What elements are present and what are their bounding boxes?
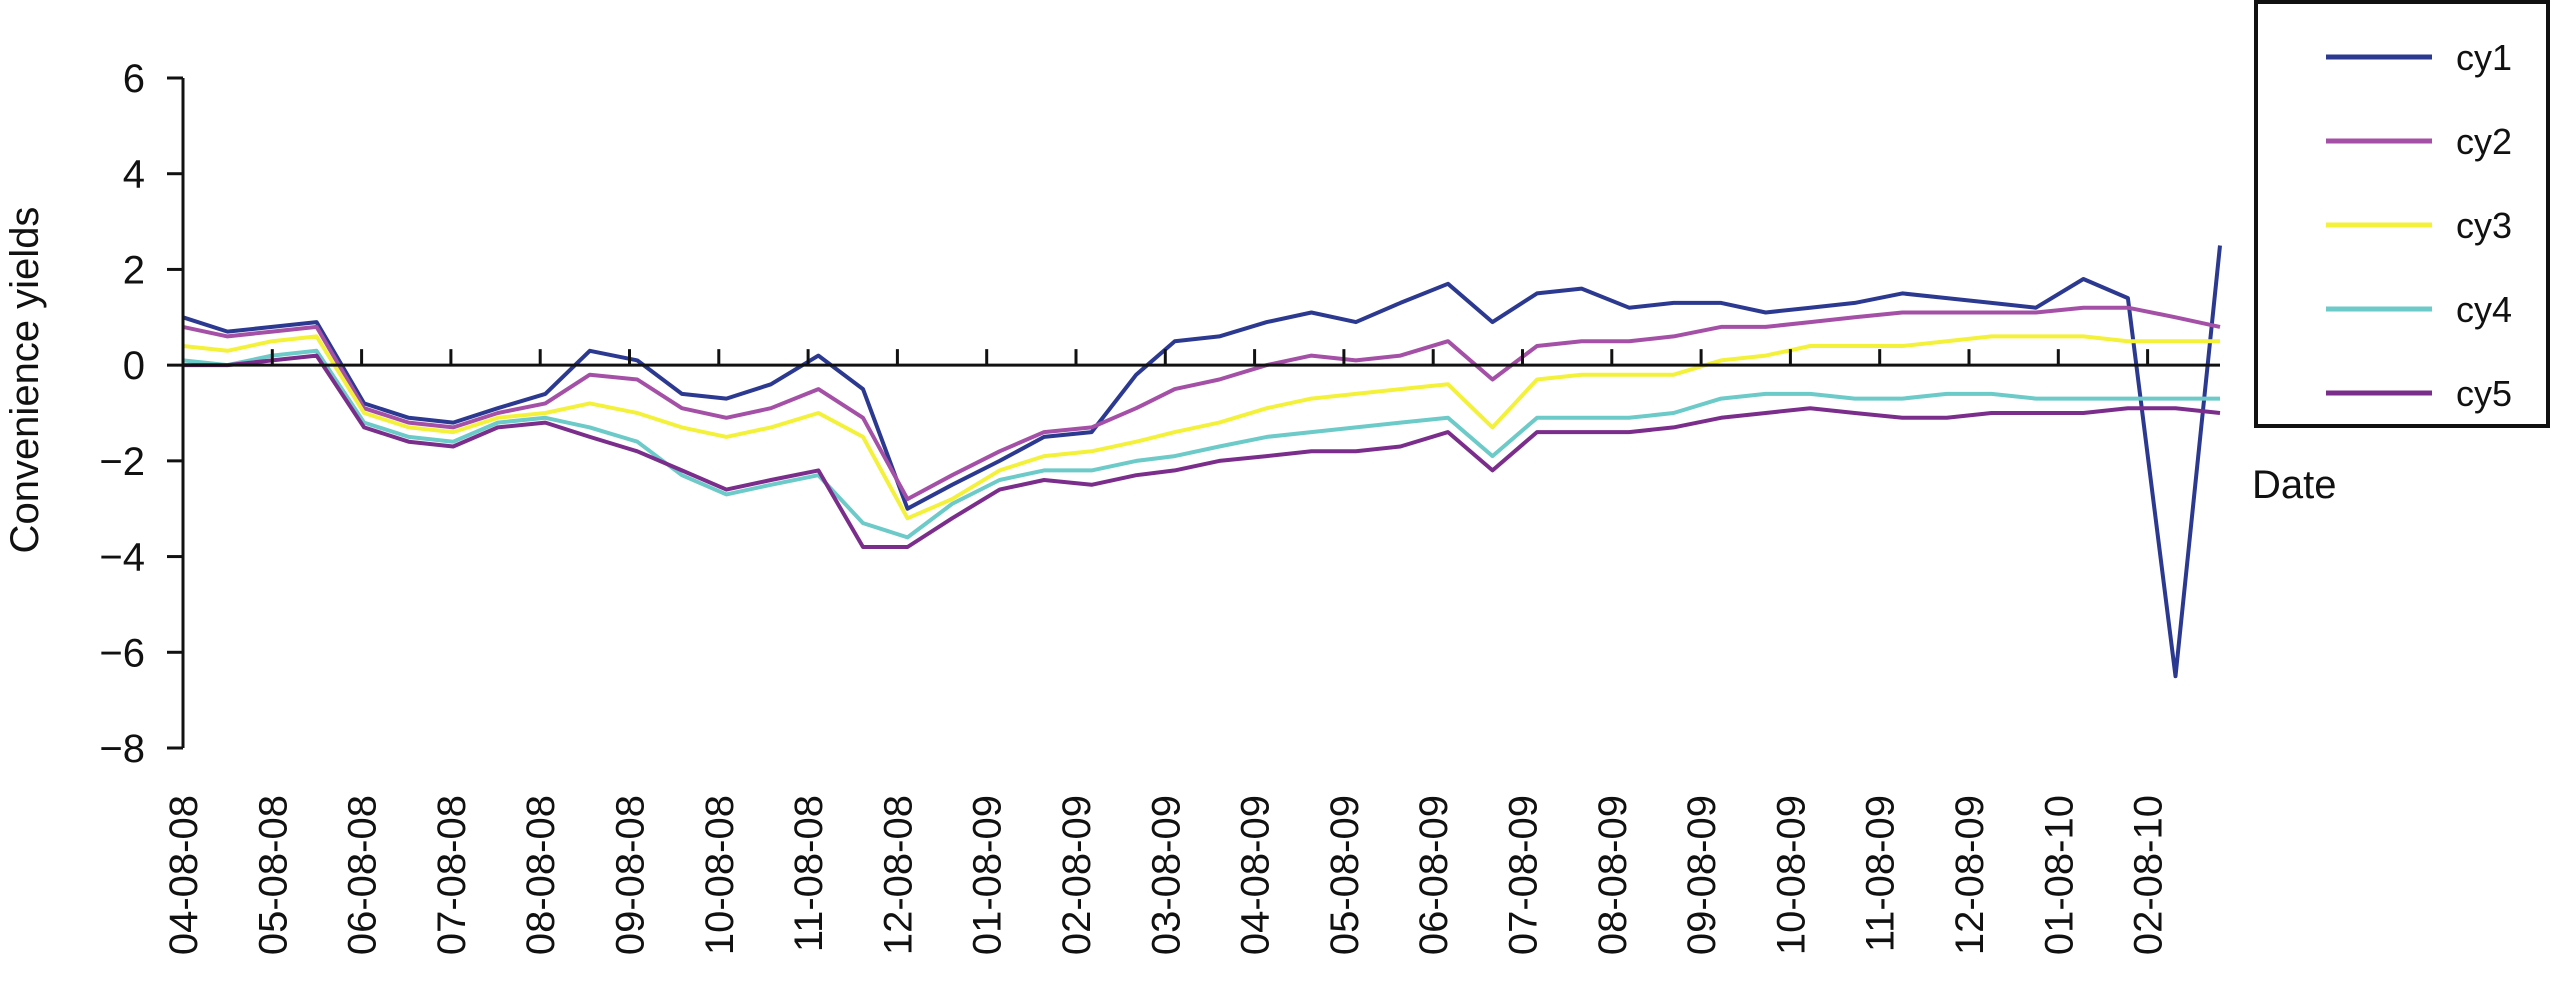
x-tick-label: 08-08-09 <box>1591 795 1635 955</box>
x-tick-label: 09-08-08 <box>609 795 653 955</box>
x-tick-label: 01-08-10 <box>2037 795 2081 955</box>
plot-area <box>182 245 2222 679</box>
y-axis: 6 4 2 0 −2 −4 −6 −8 <box>99 57 185 771</box>
x-tick-label: 04-08-08 <box>162 795 206 955</box>
x-tick-label: 04-08-09 <box>1234 795 1278 955</box>
y-tick-label: −8 <box>99 727 145 771</box>
series-line-cy1 <box>182 245 2222 679</box>
y-tick-label: 6 <box>123 57 145 101</box>
y-tick-label: 2 <box>123 248 145 292</box>
x-tick-label: 08-08-08 <box>519 795 563 955</box>
legend-label-cy5: cy5 <box>2456 373 2512 414</box>
series-line-cy4 <box>182 348 2220 540</box>
x-tick-label: 06-08-09 <box>1412 795 1456 955</box>
x-axis-title: Date <box>2252 463 2337 507</box>
x-tick-label: 11-08-09 <box>1859 795 1903 952</box>
series-line-cy3 <box>182 334 2220 521</box>
y-tick-label: 0 <box>123 344 145 388</box>
legend-label-cy4: cy4 <box>2456 289 2512 330</box>
legend: cy1 cy2 cy3 cy4 cy5 <box>2254 0 2550 428</box>
x-tick-label: 01-08-09 <box>966 795 1010 955</box>
x-tick-label: 05-08-09 <box>1323 795 1367 955</box>
series-line-cy2 <box>182 305 2221 502</box>
legend-label-cy2: cy2 <box>2456 121 2512 162</box>
x-tick-label: 02-08-10 <box>2127 795 2171 955</box>
y-tick-label: −6 <box>99 631 145 675</box>
x-tick-label: 05-08-08 <box>251 795 295 955</box>
legend-box <box>2254 0 2550 428</box>
x-tick-label: 06-08-08 <box>341 795 385 955</box>
x-tick-label: 02-08-09 <box>1055 795 1099 955</box>
x-tick-label: 12-08-09 <box>1948 795 1992 955</box>
x-tick-label: 11-08-08 <box>787 795 831 952</box>
legend-label-cy3: cy3 <box>2456 205 2512 246</box>
y-tick-label: 4 <box>123 153 145 197</box>
x-tick-label: 07-08-09 <box>1502 795 1546 955</box>
y-tick-label: −2 <box>99 440 145 484</box>
x-tick-label: 10-08-08 <box>698 795 742 955</box>
x-tick-label: 12-08-08 <box>876 795 920 955</box>
x-axis: 04-08-08 05-08-08 06-08-08 07-08-08 08-08-08… <box>162 349 2220 955</box>
x-tick-label: 09-08-09 <box>1680 795 1724 955</box>
x-tick-label: 07-08-08 <box>430 795 474 955</box>
x-tick-label: 10-08-09 <box>1769 795 1813 955</box>
legend-label-cy1: cy1 <box>2456 37 2512 78</box>
series-line-cy5 <box>183 353 2221 549</box>
y-tick-label: −4 <box>99 536 145 580</box>
x-tick-label: 03-08-09 <box>1144 795 1188 955</box>
y-axis-title: Convenience yields <box>3 207 47 554</box>
